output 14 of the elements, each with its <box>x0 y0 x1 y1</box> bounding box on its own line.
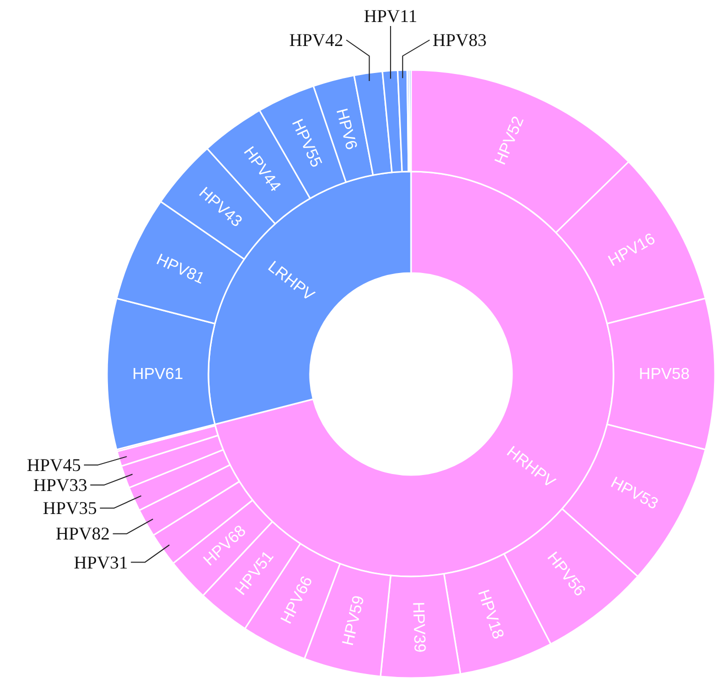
slice-label: HPV11 <box>364 6 418 26</box>
slice-label: HPV31 <box>74 552 128 572</box>
slice-label: HPV6 <box>332 106 360 152</box>
slice-label: HPV39 <box>410 602 428 653</box>
slice-label: HPV33 <box>33 474 88 495</box>
slice-label: HPV58 <box>638 366 690 382</box>
slice-label: HPV18 <box>474 588 507 642</box>
slice-label: HPV45 <box>26 454 81 475</box>
slice-label: HPV83 <box>432 30 487 50</box>
slice-label: HPV35 <box>42 498 97 518</box>
slice-label: HPV61 <box>132 366 184 382</box>
slice-label: HPV42 <box>289 30 344 50</box>
slice-label: HPV59 <box>339 594 368 648</box>
slice-label: HPV82 <box>56 524 110 544</box>
